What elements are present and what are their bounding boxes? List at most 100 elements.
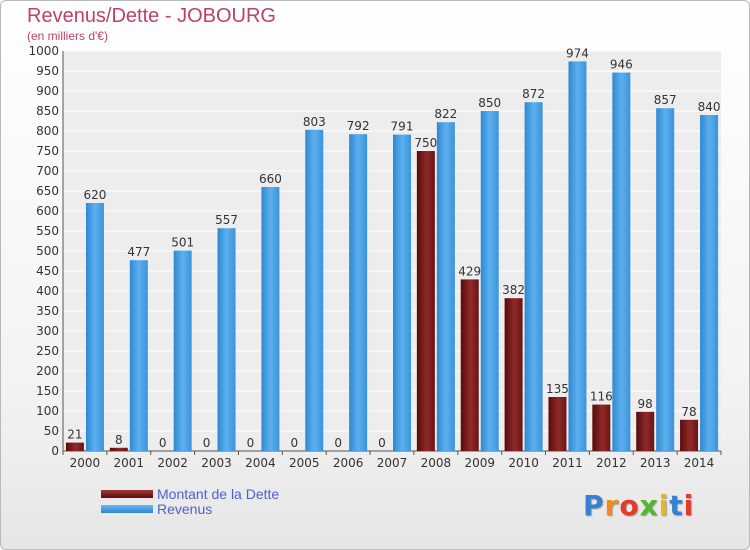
logo-letter: x — [639, 489, 659, 522]
x-tick-label: 2013 — [640, 456, 671, 470]
data-label-revenus: 850 — [478, 96, 501, 110]
bar-revenus — [305, 129, 324, 452]
legend-label-revenus: Revenus — [157, 501, 213, 517]
data-label-revenus: 857 — [654, 93, 677, 107]
bar-dette — [548, 397, 567, 451]
data-label-dette: 21 — [67, 428, 82, 442]
data-label-dette: 0 — [378, 436, 386, 450]
data-label-dette: 135 — [546, 382, 569, 396]
bar-revenus — [85, 203, 104, 451]
x-tick-label: 2011 — [552, 456, 583, 470]
data-label-dette: 0 — [203, 436, 211, 450]
data-label-dette: 8 — [115, 433, 123, 447]
bar-revenus — [612, 72, 631, 451]
bar-revenus — [700, 115, 719, 451]
data-label-revenus: 477 — [127, 245, 150, 259]
data-label-dette: 0 — [334, 436, 342, 450]
x-tick-label: 2001 — [114, 456, 145, 470]
y-tick-label: 650 — [36, 184, 59, 198]
logo-letter: o — [619, 489, 640, 522]
bar-revenus — [261, 187, 280, 451]
x-tick-label: 2004 — [245, 456, 276, 470]
bar-dette — [416, 151, 435, 451]
bar-revenus — [349, 134, 368, 451]
data-label-revenus: 620 — [83, 188, 106, 202]
x-tick-label: 2000 — [70, 456, 101, 470]
bar-dette — [109, 447, 128, 451]
logo-letter: i — [658, 489, 670, 522]
data-label-dette: 382 — [502, 283, 525, 297]
legend-label-dette: Montant de la Dette — [157, 486, 280, 502]
bar-dette — [460, 279, 479, 451]
logo-letter: t — [669, 489, 684, 522]
y-tick-label: 200 — [36, 364, 59, 378]
bar-revenus — [656, 108, 675, 451]
bar-revenus — [436, 122, 455, 451]
bar-revenus — [524, 102, 543, 451]
data-label-revenus: 974 — [566, 46, 589, 60]
y-tick-label: 150 — [36, 384, 59, 398]
data-label-dette: 750 — [414, 136, 437, 150]
data-label-revenus: 803 — [303, 115, 326, 129]
x-tick-label: 2003 — [201, 456, 232, 470]
legend-swatch-dette — [101, 490, 153, 498]
bar-dette — [65, 442, 84, 451]
y-tick-label: 700 — [36, 164, 59, 178]
x-tick-label: 2008 — [421, 456, 452, 470]
bar-revenus — [217, 228, 236, 451]
data-label-dette: 98 — [638, 397, 653, 411]
y-tick-label: 900 — [36, 84, 59, 98]
chart-title: Revenus/Dette - JOBOURG — [27, 5, 276, 27]
x-tick-label: 2002 — [157, 456, 188, 470]
bar-revenus — [393, 134, 411, 451]
data-label-revenus: 660 — [259, 172, 282, 186]
x-tick-label: 2009 — [464, 456, 495, 470]
x-tick-label: 2014 — [684, 456, 715, 470]
y-tick-label: 0 — [51, 444, 59, 458]
y-tick-label: 100 — [36, 404, 59, 418]
chart-subtitle: (en milliers d'€) — [27, 29, 108, 43]
bar-dette — [680, 419, 699, 451]
x-tick-label: 2006 — [333, 456, 364, 470]
bar-revenus — [480, 111, 499, 451]
x-tick-label: 2007 — [377, 456, 408, 470]
x-tick-label: 2012 — [596, 456, 627, 470]
data-label-revenus: 791 — [391, 120, 414, 134]
y-tick-label: 350 — [36, 304, 59, 318]
data-label-revenus: 822 — [434, 107, 457, 121]
y-tick-label: 450 — [36, 264, 59, 278]
y-tick-label: 1000 — [28, 44, 59, 58]
proxiti-logo: Proxiti — [583, 489, 694, 522]
y-tick-label: 300 — [36, 324, 59, 338]
data-label-dette: 429 — [458, 264, 481, 278]
x-tick-label: 2005 — [289, 456, 320, 470]
data-label-revenus: 872 — [522, 87, 545, 101]
bar-dette — [592, 404, 611, 451]
data-label-revenus: 946 — [610, 58, 633, 72]
data-label-dette: 0 — [159, 436, 167, 450]
bar-revenus — [129, 260, 148, 451]
y-tick-label: 800 — [36, 124, 59, 138]
bar-revenus — [173, 250, 192, 451]
y-tick-label: 750 — [36, 144, 59, 158]
data-label-revenus: 501 — [171, 236, 194, 250]
data-label-dette: 116 — [590, 390, 613, 404]
data-label-revenus: 840 — [698, 100, 721, 114]
x-tick-label: 2010 — [508, 456, 539, 470]
data-label-dette: 78 — [681, 405, 696, 419]
bar-dette — [504, 298, 523, 451]
bar-revenus — [568, 61, 587, 452]
y-tick-label: 500 — [36, 244, 59, 258]
logo-letter: r — [604, 489, 620, 522]
y-tick-label: 250 — [36, 344, 59, 358]
logo-letter: P — [583, 489, 605, 522]
logo-letter: i — [683, 489, 695, 522]
bar-dette — [636, 411, 655, 451]
legend-swatch-revenus — [101, 505, 153, 513]
data-label-revenus: 792 — [347, 119, 370, 133]
data-label-revenus: 557 — [215, 213, 238, 227]
y-tick-label: 400 — [36, 284, 59, 298]
y-tick-label: 50 — [44, 424, 59, 438]
y-tick-label: 850 — [36, 104, 59, 118]
